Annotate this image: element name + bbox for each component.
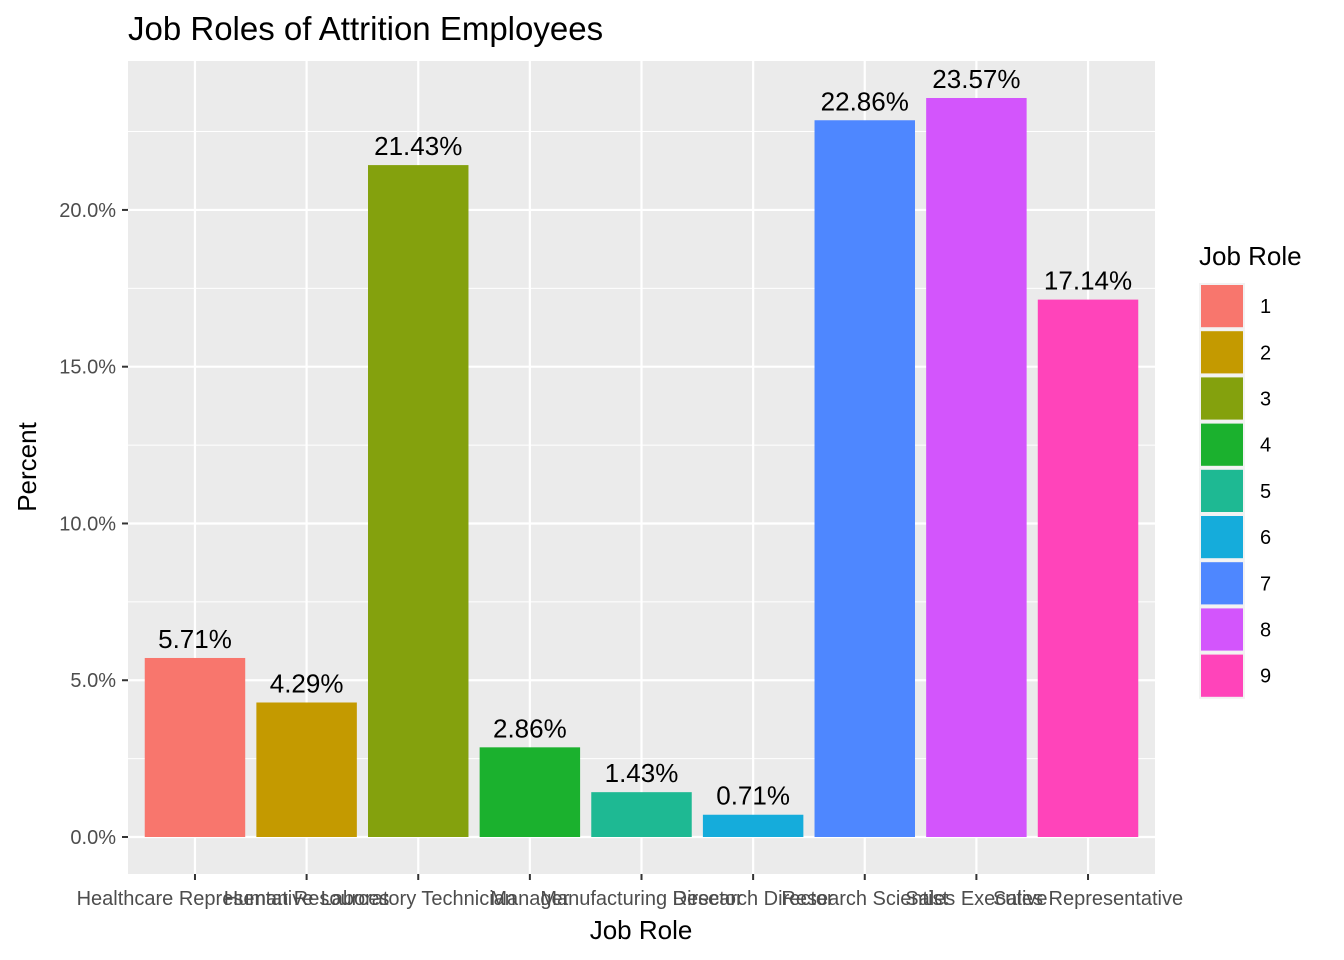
y-tick-label: 0.0% bbox=[70, 827, 116, 849]
y-tick-label: 10.0% bbox=[59, 513, 116, 535]
bar-value-label: 23.57% bbox=[932, 64, 1020, 94]
legend-title: Job Role bbox=[1199, 241, 1302, 271]
bar bbox=[479, 747, 581, 838]
bar bbox=[144, 657, 246, 838]
bar bbox=[591, 792, 692, 838]
x-tick-label: Laboratory Technician bbox=[321, 888, 516, 910]
legend-label: 7 bbox=[1260, 573, 1271, 595]
legend-label: 4 bbox=[1260, 435, 1271, 457]
legend-swatch bbox=[1201, 654, 1243, 697]
legend-label: 8 bbox=[1260, 620, 1271, 642]
legend-swatch bbox=[1201, 608, 1243, 651]
x-tick-label: Human Resources bbox=[224, 888, 390, 910]
x-tick-label: Sales Executive bbox=[905, 888, 1047, 910]
legend-swatch bbox=[1201, 562, 1243, 605]
chart-title: Job Roles of Attrition Employees bbox=[128, 10, 603, 47]
y-tick-label: 20.0% bbox=[59, 200, 116, 222]
bar bbox=[256, 702, 357, 838]
bar bbox=[926, 97, 1027, 838]
bar bbox=[702, 814, 804, 838]
y-tick-label: 5.0% bbox=[70, 670, 116, 692]
legend-label: 3 bbox=[1260, 389, 1271, 411]
bars bbox=[144, 97, 1139, 838]
bar-value-label: 4.29% bbox=[270, 668, 344, 698]
y-axis: 0.0% 5.0% 10.0% 15.0% 20.0% bbox=[59, 200, 128, 849]
x-tick-label: Manager bbox=[490, 888, 569, 910]
legend-swatch bbox=[1201, 469, 1243, 512]
legend-swatch bbox=[1201, 516, 1243, 559]
bar-value-label: 0.71% bbox=[716, 781, 790, 811]
bar-value-label: 22.86% bbox=[821, 86, 909, 116]
legend-swatch bbox=[1201, 331, 1243, 374]
legend-swatch bbox=[1201, 423, 1243, 466]
legend-items: 1 2 3 4 5 6 7 8 9 bbox=[1199, 283, 1271, 699]
y-axis-title: Percent bbox=[12, 421, 42, 511]
bar bbox=[814, 120, 915, 838]
x-tick-label: Healthcare Representative bbox=[77, 888, 314, 910]
x-tick-label: Research Scientist bbox=[781, 888, 948, 910]
data-labels: 5.71% 4.29% 21.43% 2.86% 1.43% 0.71% 22.86% 23.… bbox=[158, 64, 1132, 811]
legend: Job Role 1 2 3 4 5 6 7 8 9 bbox=[1199, 241, 1302, 699]
x-axis-title: Job Role bbox=[590, 915, 693, 945]
bar bbox=[1037, 299, 1139, 838]
legend-swatch bbox=[1201, 285, 1243, 328]
bar-value-label: 5.71% bbox=[158, 624, 232, 654]
x-tick-label: Sales Representative bbox=[993, 888, 1183, 910]
legend-label: 2 bbox=[1260, 342, 1271, 364]
bar-value-label: 2.86% bbox=[493, 713, 567, 743]
legend-label: 6 bbox=[1260, 527, 1271, 549]
legend-label: 5 bbox=[1260, 481, 1271, 503]
bar-value-label: 21.43% bbox=[374, 131, 462, 161]
legend-label: 1 bbox=[1260, 296, 1271, 318]
y-tick-label: 15.0% bbox=[59, 357, 116, 379]
x-tick-label: Research Director bbox=[673, 888, 835, 910]
bar-value-label: 1.43% bbox=[605, 758, 679, 788]
bar-value-label: 17.14% bbox=[1044, 266, 1132, 296]
legend-swatch bbox=[1201, 377, 1243, 420]
x-tick-label: Manufacturing Director bbox=[540, 888, 743, 910]
legend-label: 9 bbox=[1260, 666, 1271, 688]
bar bbox=[368, 165, 469, 838]
